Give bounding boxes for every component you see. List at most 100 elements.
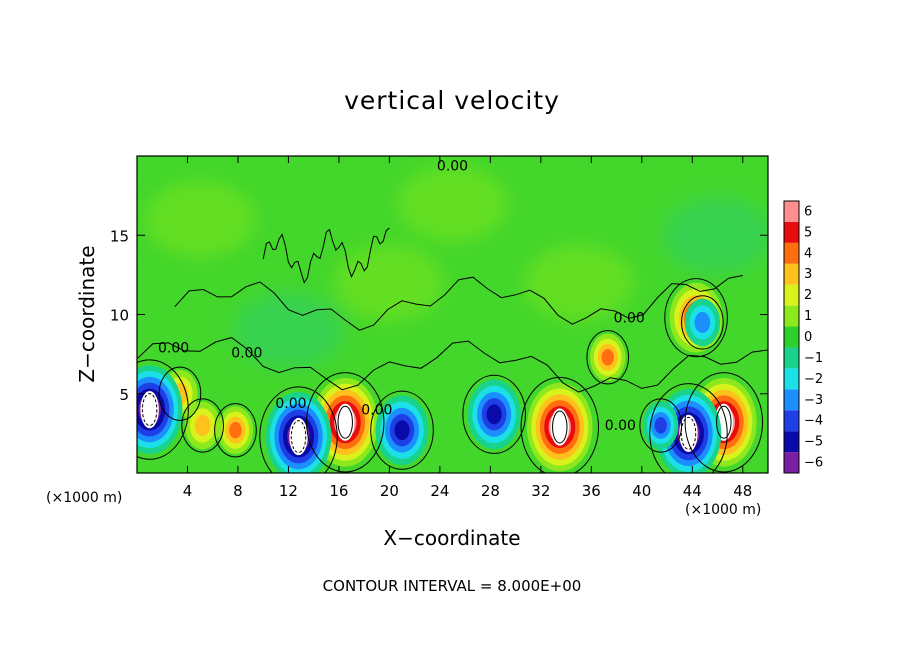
contour-line xyxy=(716,405,732,439)
x-tick-label: 4 xyxy=(183,482,193,500)
colorbar-swatch xyxy=(784,389,799,411)
downdraft-cell xyxy=(684,298,721,347)
updraft-level xyxy=(229,421,242,439)
colorbar-swatch xyxy=(784,368,799,390)
x-axis-ticks: 4 8 12 16 20 24 28 32 36 40 44 48 xyxy=(183,156,752,500)
x-tick-label: 8 xyxy=(233,482,243,500)
contour-line xyxy=(639,398,683,453)
colorbar-swatch xyxy=(784,410,799,432)
haze-patch xyxy=(523,244,634,321)
colorbar-swatch xyxy=(784,452,799,473)
x-tick-label: 44 xyxy=(683,482,702,500)
contour-label: 0.00 xyxy=(605,418,636,434)
colorbar-swatch xyxy=(784,326,799,348)
colorbar-label: 2 xyxy=(804,288,812,303)
contour-line xyxy=(370,390,434,470)
colorbar-label: 5 xyxy=(804,225,812,240)
colorbar-swatch xyxy=(784,305,799,327)
contour-line xyxy=(262,227,390,284)
x-tick-label: 12 xyxy=(279,482,298,500)
y-axis-label: Z−coordinate xyxy=(75,245,99,383)
contour-line xyxy=(306,372,385,473)
contour-label: 0.00 xyxy=(275,396,306,412)
downdraft-cell xyxy=(137,365,183,454)
x-axis-label: X−coordinate xyxy=(383,526,521,550)
haze-patch xyxy=(662,197,768,274)
contour-line xyxy=(680,416,697,450)
colorbar-label: 3 xyxy=(804,267,812,282)
updraft-core xyxy=(336,403,355,441)
contour-line xyxy=(174,275,743,331)
colorbar-swatch xyxy=(784,242,799,264)
downdraft-cell xyxy=(375,395,429,466)
downdraft-level xyxy=(486,404,502,425)
y-axis-ticks: 5 10 15 xyxy=(110,227,768,404)
downdraft-cell xyxy=(643,401,679,450)
downdraft-core xyxy=(289,417,308,456)
downdraft-level xyxy=(694,311,711,333)
colorbar-swatch xyxy=(784,431,799,453)
y-tick-label: 5 xyxy=(119,386,129,404)
contour-line xyxy=(137,359,189,460)
plot-area: 0.00 0.00 0.00 0.00 0.00 0.00 0.00 xyxy=(137,156,768,473)
contour-label: 0.00 xyxy=(361,402,392,418)
contour-line xyxy=(259,386,338,473)
downdraft-cell xyxy=(655,389,722,473)
contour-line xyxy=(181,398,224,453)
x-tick-label: 20 xyxy=(380,482,399,500)
colorbar-swatch xyxy=(784,201,799,222)
y-tick-label: 10 xyxy=(110,307,129,325)
colorbar-label: 6 xyxy=(804,204,812,219)
x-axis-unit-left: (×1000 m) xyxy=(46,490,123,506)
downdraft-core xyxy=(679,414,698,453)
contour-line xyxy=(586,330,630,385)
x-tick-label: 36 xyxy=(582,482,601,500)
colorbar-frame xyxy=(783,200,800,474)
velocity-cells xyxy=(137,282,757,473)
field-haze xyxy=(145,165,768,369)
x-tick-label: 16 xyxy=(329,482,348,500)
chart-title: vertical velocity xyxy=(344,86,560,115)
colorbar-label: 0 xyxy=(804,330,812,345)
updraft-level xyxy=(194,414,211,437)
downdraft-cell xyxy=(467,379,521,450)
contour-line xyxy=(137,337,768,393)
x-tick-label: 32 xyxy=(531,482,550,500)
colorbar-swatch xyxy=(784,263,799,285)
colorbar-label: −6 xyxy=(804,456,823,471)
colorbar-label: −5 xyxy=(804,435,823,450)
colorbar-label: −2 xyxy=(804,372,823,387)
contour-line xyxy=(681,295,724,350)
downdraft-core xyxy=(140,390,159,429)
colorbar-swatch xyxy=(784,347,799,369)
colorbar-label: 1 xyxy=(804,309,812,324)
colorbar-swatch xyxy=(784,284,799,306)
x-tick-label: 28 xyxy=(481,482,500,500)
downdraft-level xyxy=(654,417,667,434)
contour-line xyxy=(290,420,307,454)
colorbar-label: −3 xyxy=(804,393,823,408)
updraft-cell xyxy=(526,382,593,472)
contour-label: 0.00 xyxy=(231,345,262,361)
colorbar-label: 4 xyxy=(804,246,812,261)
contour-lines xyxy=(137,227,768,473)
contour-line xyxy=(337,405,353,439)
colorbar: −6 −5 −4 −3 −2 −1 0 1 2 3 4 5 6 xyxy=(783,200,823,474)
haze-patch xyxy=(233,292,344,369)
contour-label: 0.00 xyxy=(437,158,468,174)
colorbar-swatch xyxy=(784,221,799,243)
x-axis-unit-right: (×1000 m) xyxy=(685,502,762,518)
colorbar-label: −1 xyxy=(804,351,823,366)
contour-line xyxy=(649,383,728,473)
contour-line xyxy=(214,403,257,458)
contour-line xyxy=(520,376,599,473)
x-tick-label: 48 xyxy=(733,482,752,500)
contour-line xyxy=(141,393,158,427)
haze-patch xyxy=(397,165,508,242)
haze-patch xyxy=(334,244,445,321)
contour-labels: 0.00 0.00 0.00 0.00 0.00 0.00 0.00 xyxy=(158,158,645,434)
updraft-cell xyxy=(590,333,626,382)
updraft-core xyxy=(550,408,569,446)
x-tick-label: 40 xyxy=(632,482,651,500)
